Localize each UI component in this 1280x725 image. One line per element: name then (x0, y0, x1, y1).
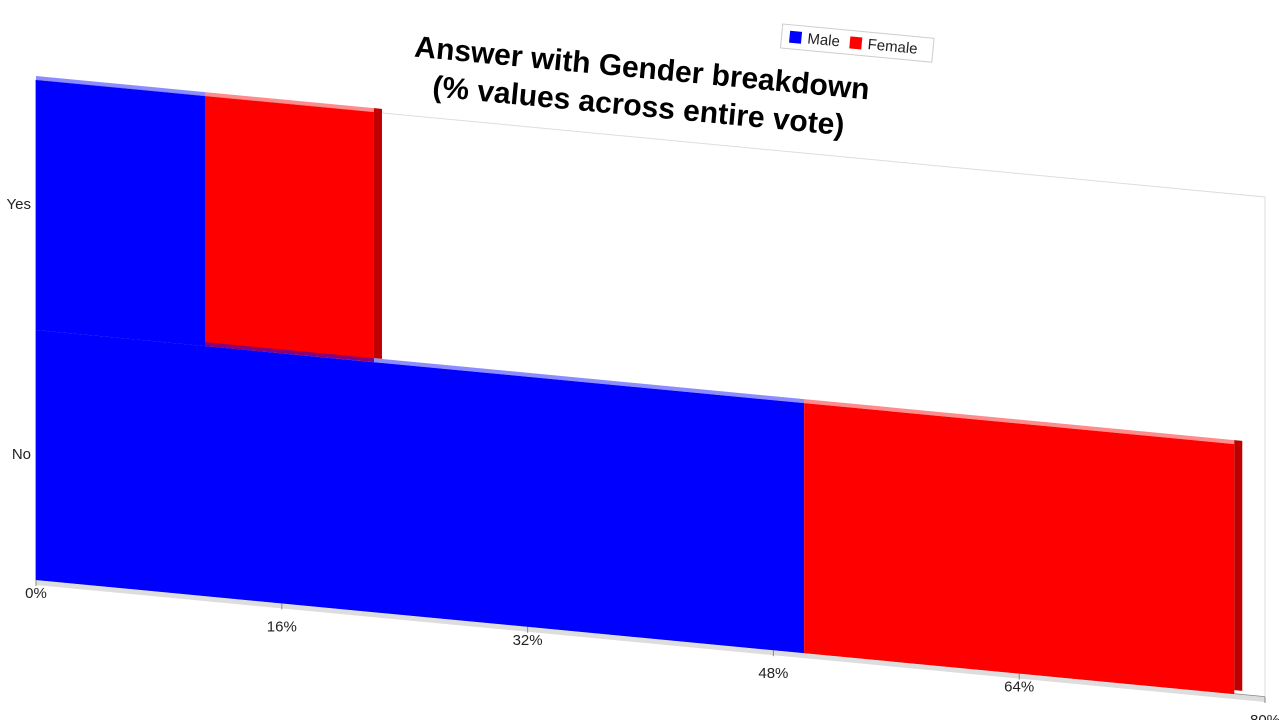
legend-swatch (789, 30, 803, 44)
x-tick-label: 48% (758, 665, 788, 682)
y-tick-label: Yes (7, 196, 31, 213)
bar (204, 96, 374, 363)
legend-label: Male (807, 30, 841, 50)
x-tick-label: 64% (1004, 679, 1034, 696)
bar (36, 80, 205, 347)
bar-side (1234, 440, 1243, 691)
plot-area (35, 76, 1266, 704)
bar-top (204, 92, 374, 113)
bar (36, 330, 805, 654)
bar-top (36, 326, 805, 404)
x-tick-label: 32% (513, 632, 543, 649)
y-tick-label: No (12, 446, 31, 463)
bar-top (804, 399, 1235, 445)
bar-top (36, 76, 205, 97)
x-tick-label: 80% (1250, 712, 1280, 720)
bar-side (373, 108, 382, 359)
axis-floor (36, 580, 1265, 703)
legend-swatch (849, 36, 863, 50)
x-tick-label: 0% (25, 585, 47, 602)
x-tick-label: 16% (267, 618, 297, 635)
bar (804, 403, 1235, 695)
legend: Male Female (779, 23, 935, 63)
legend-label: Female (867, 36, 918, 58)
